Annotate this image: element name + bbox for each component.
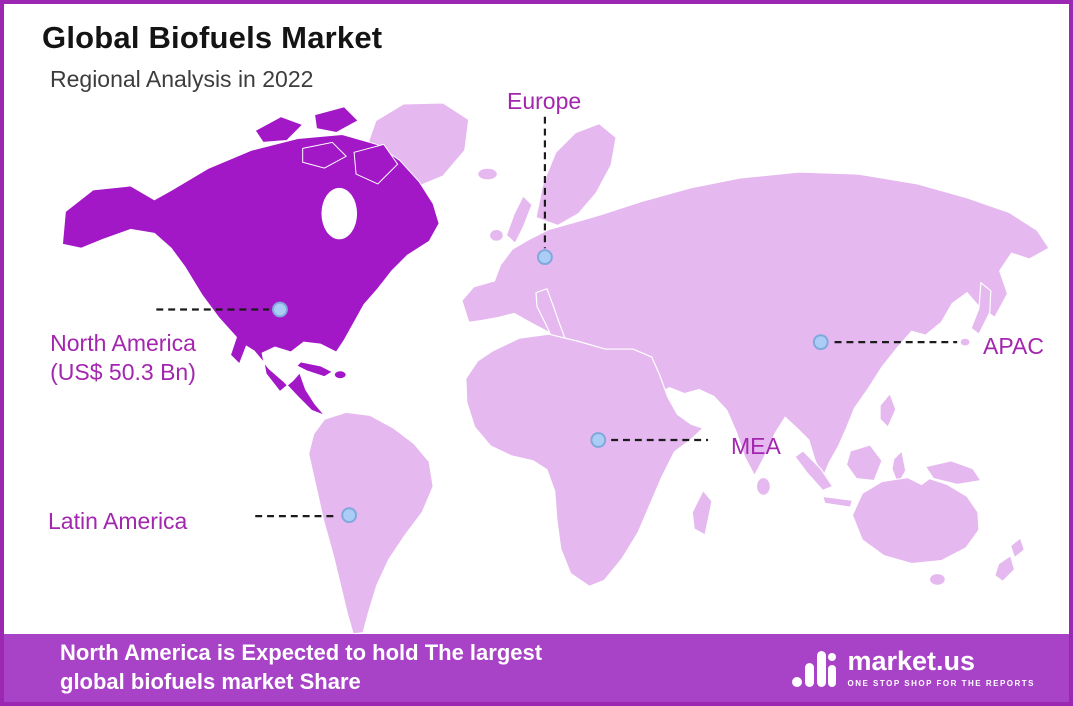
- region-label-apac: APAC: [983, 333, 1044, 359]
- region-label-north-america: North America (US$ 50.3 Bn): [18, 329, 228, 387]
- island-ireland: [488, 228, 504, 242]
- footer-banner: North America is Expected to hold The la…: [4, 634, 1069, 702]
- region-label-europe: Europe: [507, 88, 582, 114]
- brand-logo: market.us ONE STOP SHOP FOR THE REPORTS: [791, 647, 1035, 689]
- marker-mea: [590, 432, 607, 448]
- island-borneo: [845, 444, 883, 482]
- region-scandinavia: [535, 122, 617, 227]
- marker-latin-america: [341, 507, 358, 524]
- marker-north-america: [272, 301, 288, 318]
- island-java: [821, 495, 854, 508]
- continent-australia: [851, 476, 980, 565]
- island-hispaniola: [333, 370, 347, 380]
- brand-name: market.us: [847, 646, 976, 676]
- island-new-zealand-south: [994, 554, 1016, 583]
- arctic-island-baffin: [353, 143, 399, 185]
- footer-headline-line2: global biofuels market Share: [60, 669, 361, 694]
- region-label-latin-america: Latin America: [48, 508, 188, 534]
- island-japan: [970, 281, 992, 336]
- hudson-bay: [321, 187, 358, 240]
- island-uk: [505, 194, 533, 245]
- island-sumatra: [794, 450, 834, 492]
- arctic-island-2: [313, 106, 359, 134]
- continent-africa: [465, 333, 705, 587]
- footer-headline-line1: North America is Expected to hold The la…: [60, 640, 543, 666]
- island-sulawesi: [891, 449, 907, 486]
- island-japan-south: [959, 337, 971, 347]
- arctic-island-victoria: [302, 141, 347, 169]
- island-philippines: [879, 392, 897, 429]
- island-madagascar: [691, 489, 713, 536]
- island-new-zealand-north: [1009, 536, 1026, 559]
- island-tasmania: [928, 572, 946, 586]
- arctic-island-1: [254, 116, 304, 143]
- world-map: [61, 102, 1050, 635]
- region-value-north-america: (US$ 50.3 Bn): [50, 358, 196, 385]
- footer-headline: North America is Expected to hold The la…: [60, 639, 542, 696]
- marker-europe: [536, 249, 553, 266]
- island-iceland: [477, 167, 499, 181]
- island-new-guinea: [924, 460, 982, 486]
- page-title: Global Biofuels Market: [42, 20, 383, 55]
- marketus-logo-icon: [792, 651, 837, 687]
- marker-apac: [812, 334, 829, 351]
- island-sri-lanka: [755, 476, 771, 496]
- page-subtitle: Regional Analysis in 2022: [50, 66, 314, 92]
- region-label-mea: MEA: [731, 433, 781, 459]
- continent-south-america: [308, 411, 434, 635]
- island-cuba: [295, 361, 334, 378]
- brand-tagline: ONE STOP SHOP FOR THE REPORTS: [847, 679, 1035, 688]
- brand-text: market.us ONE STOP SHOP FOR THE REPORTS: [847, 646, 1035, 689]
- region-label-north-america-name: North America: [50, 330, 196, 356]
